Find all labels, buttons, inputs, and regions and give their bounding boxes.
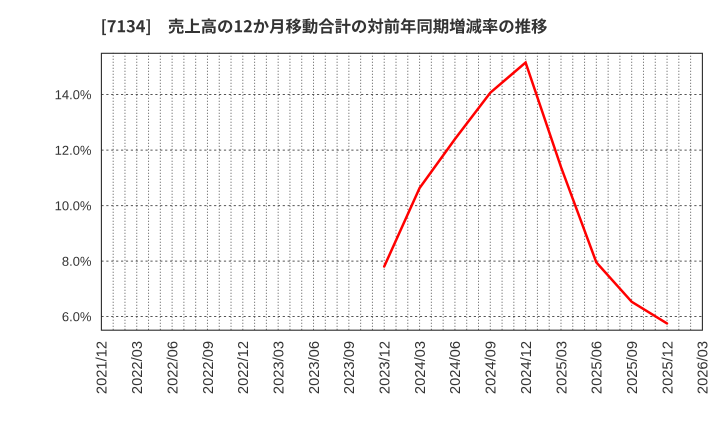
svg-text:2024/12: 2024/12 (519, 341, 535, 394)
svg-text:2023/09: 2023/09 (342, 341, 358, 394)
svg-text:2024/03: 2024/03 (413, 341, 429, 394)
svg-text:2023/12: 2023/12 (378, 341, 394, 394)
svg-text:2022/12: 2022/12 (236, 341, 252, 394)
svg-text:2025/06: 2025/06 (590, 341, 606, 394)
svg-text:2021/12: 2021/12 (95, 341, 111, 394)
svg-text:2024/06: 2024/06 (448, 341, 464, 394)
svg-text:2025/03: 2025/03 (554, 341, 570, 394)
svg-text:2023/03: 2023/03 (271, 341, 287, 394)
svg-text:2025/12: 2025/12 (660, 341, 676, 394)
svg-text:2022/06: 2022/06 (165, 341, 181, 394)
svg-text:2023/06: 2023/06 (307, 341, 323, 394)
svg-text:2024/09: 2024/09 (484, 341, 500, 394)
svg-text:2022/09: 2022/09 (201, 341, 217, 394)
svg-text:2025/09: 2025/09 (625, 341, 641, 394)
svg-text:2026/03: 2026/03 (696, 341, 712, 394)
svg-text:2022/03: 2022/03 (130, 341, 146, 394)
